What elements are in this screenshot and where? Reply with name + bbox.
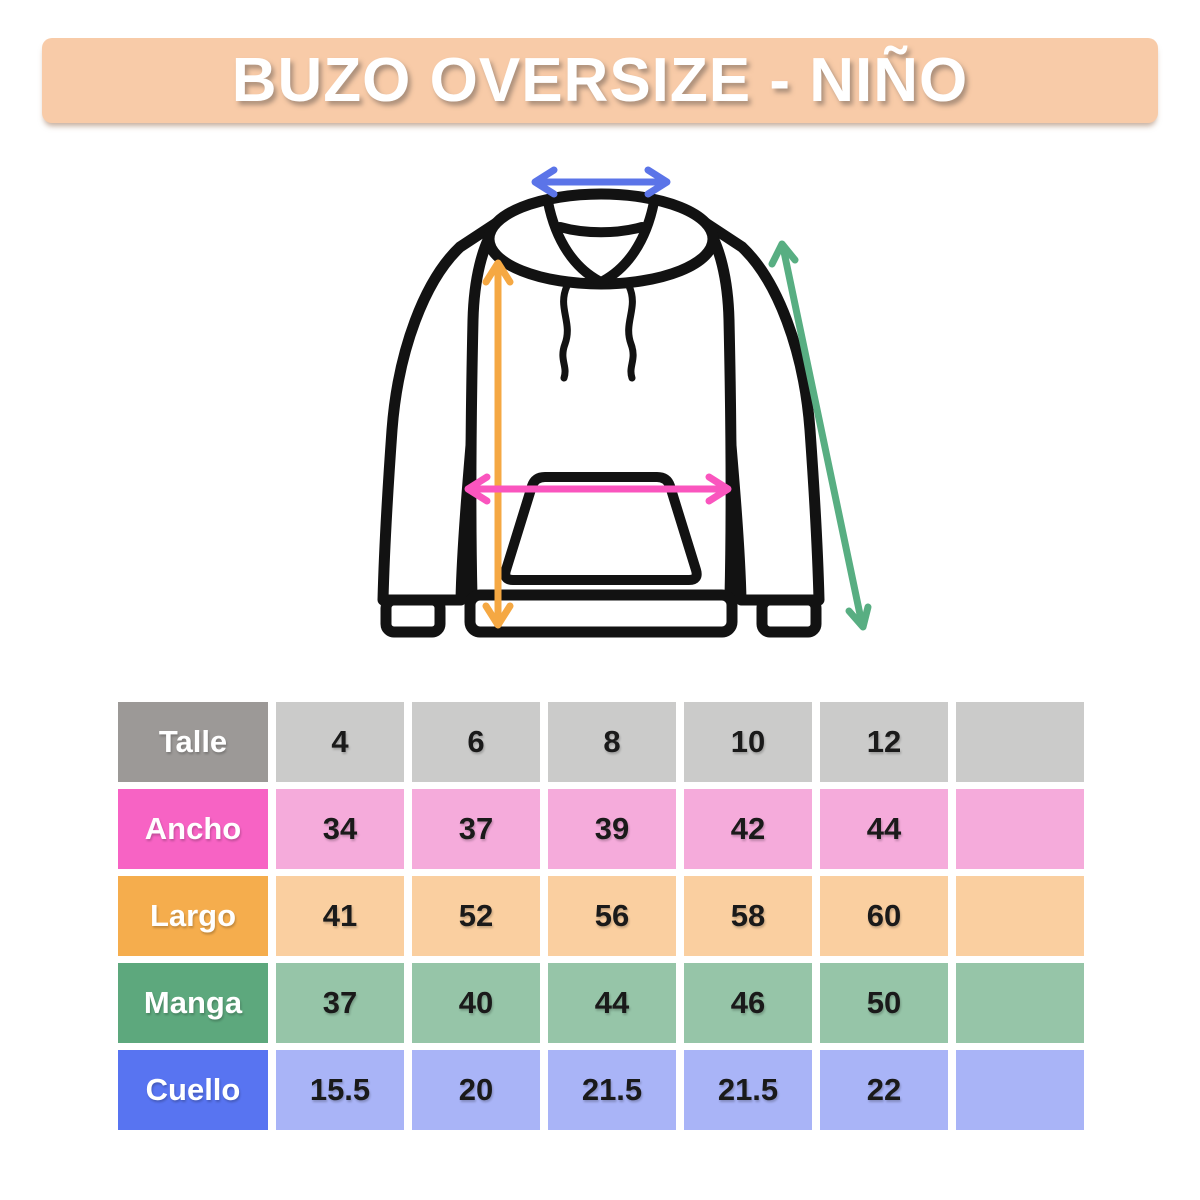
hood-back-edge (555, 222, 647, 238)
table-cell: 20 (412, 1050, 540, 1130)
length-arrow (482, 259, 514, 629)
waistband (464, 589, 738, 638)
table-row-cuello: Cuello 15.5 20 21.5 21.5 22 (118, 1050, 1084, 1130)
table-cell: 39 (548, 789, 676, 869)
table-cell-empty (956, 789, 1084, 869)
table-row-talle: Talle 4 6 8 10 12 (118, 702, 1084, 782)
table-cell: 21.5 (548, 1050, 676, 1130)
table-cell: 60 (820, 876, 948, 956)
hood-opening-right (598, 197, 659, 286)
table-cell: 15.5 (276, 1050, 404, 1130)
hood (483, 188, 719, 290)
table-cell-empty (956, 702, 1084, 782)
page-title: BUZO OVERSIZE - NIÑO (231, 46, 969, 115)
table-cell: 4 (276, 702, 404, 782)
drawstring-right (625, 282, 637, 382)
collar-width-arrow (531, 166, 671, 198)
table-cell: 37 (276, 963, 404, 1043)
table-cell: 58 (684, 876, 812, 956)
table-cell: 8 (548, 702, 676, 782)
row-header-manga: Manga (118, 963, 268, 1043)
row-header-largo: Largo (118, 876, 268, 956)
table-cell: 10 (684, 702, 812, 782)
title-banner: BUZO OVERSIZE - NIÑO (42, 38, 1158, 123)
table-cell: 37 (412, 789, 540, 869)
table-row-largo: Largo 41 52 56 58 60 (118, 876, 1084, 956)
row-header-ancho: Ancho (118, 789, 268, 869)
table-cell: 22 (820, 1050, 948, 1130)
drawstring-left (559, 282, 571, 382)
row-header-cuello: Cuello (118, 1050, 268, 1130)
table-cell: 46 (684, 963, 812, 1043)
table-cell: 44 (820, 789, 948, 869)
table-cell-empty (956, 876, 1084, 956)
table-row-ancho: Ancho 34 37 39 42 44 (118, 789, 1084, 869)
width-arrow (464, 473, 732, 505)
table-cell: 50 (820, 963, 948, 1043)
table-cell: 40 (412, 963, 540, 1043)
table-cell: 12 (820, 702, 948, 782)
table-cell: 52 (412, 876, 540, 956)
left-cuff (380, 594, 446, 638)
row-header-talle: Talle (118, 702, 268, 782)
size-table: Talle 4 6 8 10 12 Ancho 34 37 39 42 44 L… (118, 702, 1084, 1130)
right-cuff (756, 594, 822, 638)
table-cell: 41 (276, 876, 404, 956)
table-cell: 21.5 (684, 1050, 812, 1130)
hoodie-diagram (377, 166, 872, 638)
table-cell: 44 (548, 963, 676, 1043)
table-cell: 34 (276, 789, 404, 869)
table-cell-empty (956, 963, 1084, 1043)
table-cell: 56 (548, 876, 676, 956)
table-cell-empty (956, 1050, 1084, 1130)
hood-opening-left (543, 197, 604, 286)
sleeve-arrow (768, 240, 872, 631)
table-cell: 6 (412, 702, 540, 782)
table-cell: 42 (684, 789, 812, 869)
table-row-manga: Manga 37 40 44 46 50 (118, 963, 1084, 1043)
